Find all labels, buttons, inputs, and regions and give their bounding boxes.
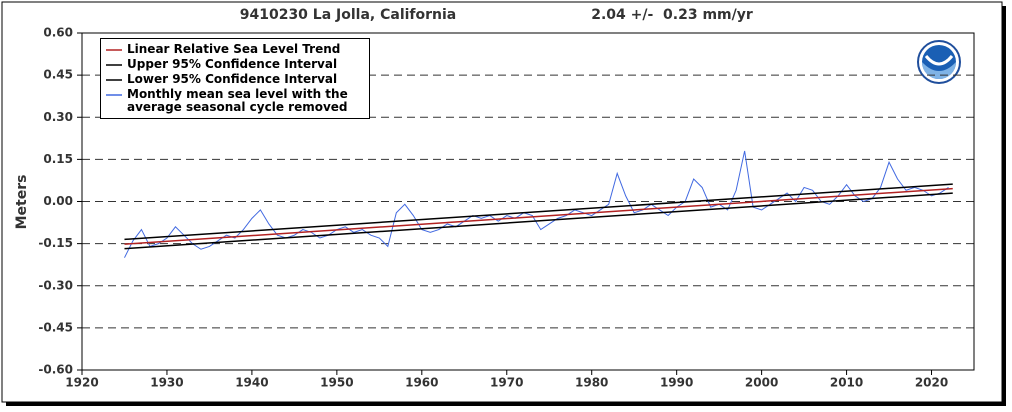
x-tick-label: 1970 (490, 376, 523, 390)
series-line (124, 150, 949, 258)
y-tick-label: 0.15 (43, 152, 73, 166)
legend-label: Lower 95% Confidence Interval (127, 72, 338, 86)
frame-shadow (1002, 6, 1006, 406)
legend-label: Upper 95% Confidence Interval (127, 57, 338, 71)
legend-swatch (106, 49, 122, 51)
chart-title: 9410230 La Jolla, California (240, 7, 457, 23)
legend-entry: Monthly mean sea level with the average … (105, 88, 365, 114)
legend-swatch (106, 64, 122, 66)
series-line (124, 187, 953, 245)
x-tick-label: 1920 (65, 376, 98, 390)
legend-swatch (106, 94, 122, 96)
x-tick-label: 2000 (745, 376, 778, 390)
series-line (124, 183, 953, 241)
legend-entry: Lower 95% Confidence Interval (105, 73, 365, 86)
x-tick-label: 1990 (660, 376, 693, 390)
y-tick-label: 0.60 (43, 26, 73, 40)
x-tick-label: 1960 (405, 376, 438, 390)
legend-label: Monthly mean sea level with the average … (127, 87, 348, 114)
x-tick-label: 1940 (235, 376, 268, 390)
y-tick-label: 0.45 (43, 68, 73, 82)
x-tick-label: 2010 (830, 376, 863, 390)
noaa-logo (917, 40, 961, 84)
x-tick-label: 1930 (150, 376, 183, 390)
y-tick-label: -0.60 (38, 363, 73, 377)
y-axis-label: Meters (14, 175, 30, 230)
legend: Linear Relative Sea Level Trend Upper 95%… (100, 38, 370, 119)
chart-subtitle: 2.04 +/- 0.23 mm/yr (591, 7, 753, 23)
y-tick-label: -0.30 (38, 278, 73, 292)
legend-entry: Upper 95% Confidence Interval (105, 58, 365, 71)
x-tick-label: 2020 (915, 376, 948, 390)
series-line (124, 192, 953, 250)
legend-entry: Linear Relative Sea Level Trend (105, 43, 365, 56)
plot-border (81, 32, 975, 371)
legend-swatch (106, 79, 122, 81)
y-tick-label: -0.15 (38, 236, 73, 250)
y-tick-label: 0.30 (43, 110, 73, 124)
legend-label: Linear Relative Sea Level Trend (127, 42, 341, 56)
x-tick-label: 1980 (575, 376, 608, 390)
frame-shadow (6, 402, 1006, 406)
y-tick-label: -0.45 (38, 320, 73, 334)
y-tick-label: 0.00 (43, 194, 73, 208)
x-tick-label: 1950 (320, 376, 353, 390)
